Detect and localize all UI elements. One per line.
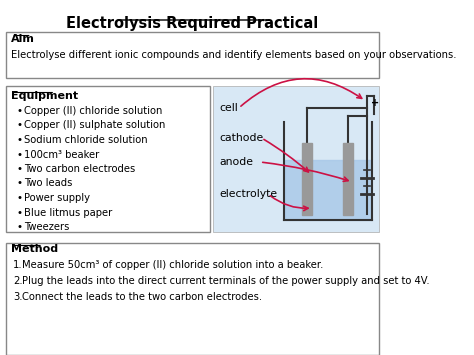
Text: •: • <box>16 179 22 189</box>
Text: 3.: 3. <box>13 292 22 302</box>
Text: electrolyte: electrolyte <box>219 189 277 199</box>
Text: Electrolysis Required Practical: Electrolysis Required Practical <box>66 16 319 31</box>
Text: •: • <box>16 135 22 145</box>
Text: anode: anode <box>219 157 253 167</box>
Text: Plug the leads into the direct current terminals of the power supply and set to : Plug the leads into the direct current t… <box>22 276 429 286</box>
Text: Copper (II) chloride solution: Copper (II) chloride solution <box>24 106 163 116</box>
Text: Equipment: Equipment <box>11 91 79 101</box>
Text: •: • <box>16 222 22 232</box>
Text: Method: Method <box>11 244 58 254</box>
FancyBboxPatch shape <box>7 243 379 355</box>
Text: Power supply: Power supply <box>24 193 91 203</box>
Text: 2.: 2. <box>13 276 23 286</box>
Text: 100cm³ beaker: 100cm³ beaker <box>24 149 100 159</box>
Text: cathode: cathode <box>219 133 264 143</box>
FancyBboxPatch shape <box>7 86 210 232</box>
Text: •: • <box>16 164 22 174</box>
Text: •: • <box>16 149 22 159</box>
Text: Blue litmus paper: Blue litmus paper <box>24 208 113 218</box>
Text: Tweezers: Tweezers <box>24 222 70 232</box>
FancyBboxPatch shape <box>7 32 379 78</box>
Text: •: • <box>16 193 22 203</box>
Text: •: • <box>16 106 22 116</box>
Text: 1.: 1. <box>13 260 23 270</box>
Text: •: • <box>16 120 22 131</box>
Text: Connect the leads to the two carbon electrodes.: Connect the leads to the two carbon elec… <box>22 292 262 302</box>
FancyBboxPatch shape <box>213 86 379 232</box>
Text: Electrolyse different ionic compounds and identify elements based on your observ: Electrolyse different ionic compounds an… <box>11 50 457 60</box>
Text: Aim: Aim <box>11 34 35 44</box>
Text: cell: cell <box>219 103 238 113</box>
Text: Copper (II) sulphate solution: Copper (II) sulphate solution <box>24 120 166 131</box>
Bar <box>343 143 353 215</box>
Text: Measure 50cm³ of copper (II) chloride solution into a beaker.: Measure 50cm³ of copper (II) chloride so… <box>22 260 323 270</box>
Text: +: + <box>371 98 379 108</box>
Text: •: • <box>16 208 22 218</box>
Text: Two carbon electrodes: Two carbon electrodes <box>24 164 136 174</box>
Bar <box>302 143 312 215</box>
Text: Sodium chloride solution: Sodium chloride solution <box>24 135 148 145</box>
Text: Two leads: Two leads <box>24 179 73 189</box>
Bar <box>285 160 371 220</box>
